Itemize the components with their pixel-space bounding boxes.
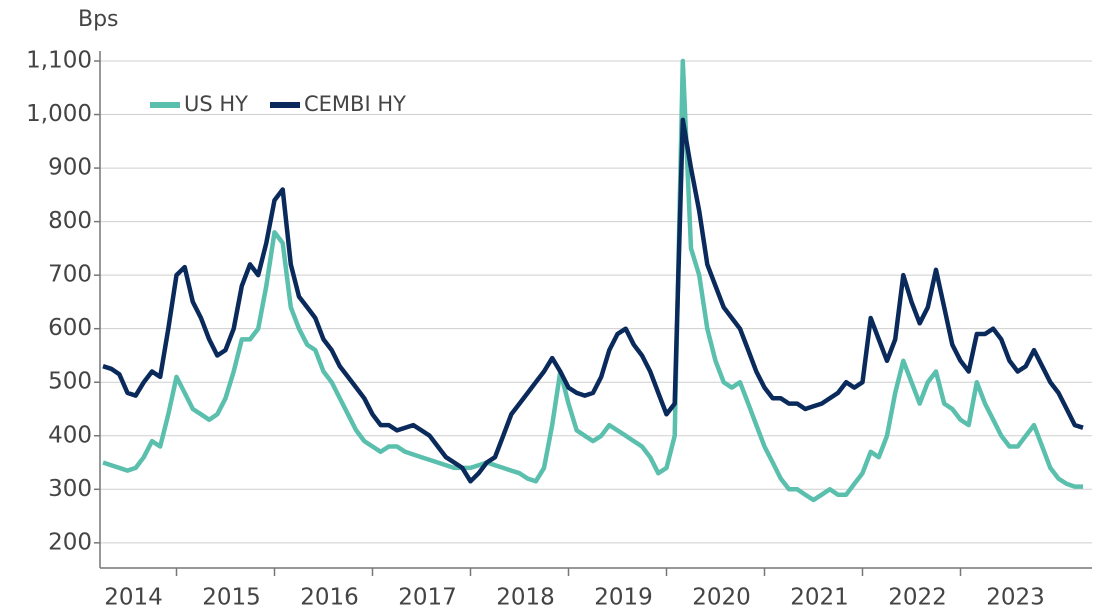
y-tick-label: 700 [48, 262, 92, 288]
legend-label: CEMBI HY [304, 92, 406, 116]
y-tick-label: 500 [48, 369, 92, 395]
y-tick-label: 200 [48, 529, 92, 555]
x-tick-label: 2019 [594, 585, 653, 610]
x-tick-label: 2014 [104, 585, 163, 610]
y-tick-label: 300 [48, 476, 92, 502]
x-tick-label: 2015 [202, 585, 261, 610]
x-tick-label: 2023 [986, 585, 1045, 610]
x-tick-label: 2022 [888, 585, 947, 610]
y-tick-label: 900 [48, 155, 92, 181]
y-tick-label: 800 [48, 208, 92, 234]
y-tick-label: 1,000 [26, 101, 92, 127]
y-tick-label: 1,100 [26, 48, 92, 74]
x-tick-label: 2017 [398, 585, 457, 610]
x-tick-label: 2018 [496, 585, 555, 610]
legend-label: US HY [184, 92, 248, 116]
x-tick-label: 2021 [790, 585, 849, 610]
x-tick-label: 2016 [300, 585, 359, 610]
y-axis-label: Bps [78, 7, 119, 32]
series-line [102, 58, 1083, 503]
x-tick-label: 2020 [692, 585, 751, 610]
y-tick-label: 400 [48, 422, 92, 448]
y-tick-label: 600 [48, 315, 92, 341]
series-line [102, 117, 1084, 484]
